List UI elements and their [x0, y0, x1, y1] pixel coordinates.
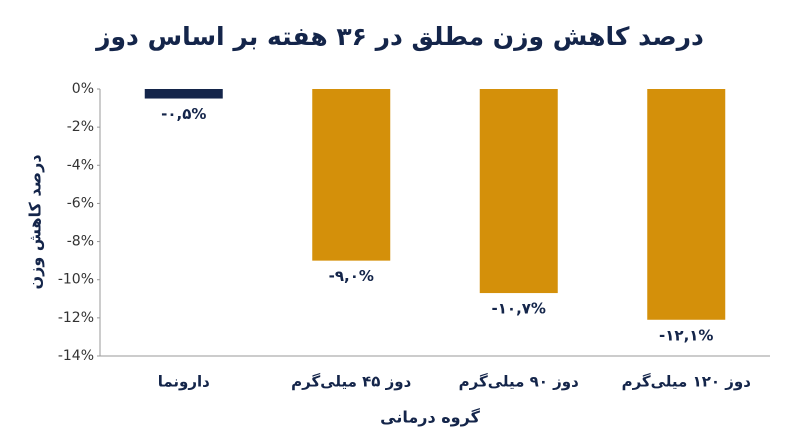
y-tick-label: -6% [67, 195, 94, 211]
y-tick-label: -12% [58, 310, 94, 326]
y-axis-label: درصد کاهش وزن [26, 154, 45, 289]
chart-title: درصد کاهش وزن مطلق در ۳۶ هفته بر اساس دو… [94, 22, 704, 52]
y-tick-label: -8% [67, 234, 94, 250]
x-tick-label: دارونما [158, 373, 210, 391]
value-label: -۱۰,۷% [492, 300, 546, 318]
x-axis-label: گروه درمانی [380, 408, 480, 427]
value-label: -۰,۵% [161, 105, 206, 123]
y-tick-label: -14% [58, 348, 94, 364]
value-label: -۱۲,۱% [659, 326, 713, 344]
y-tick-label: -10% [58, 272, 94, 288]
bar [647, 89, 726, 320]
y-tick-label: -4% [67, 157, 94, 173]
x-tick-label: دوز ۹۰ میلی‌گرم [459, 373, 579, 391]
bar [312, 89, 391, 261]
y-tick-label: -2% [67, 119, 94, 135]
bar [479, 89, 558, 294]
value-label: -۹,۰% [329, 267, 374, 285]
x-tick-label: دوز ۴۵ میلی‌گرم [291, 373, 411, 391]
y-tick-label: 0% [72, 81, 94, 97]
x-tick-label: دوز ۱۲۰ میلی‌گرم [622, 373, 752, 391]
bar [144, 89, 223, 99]
